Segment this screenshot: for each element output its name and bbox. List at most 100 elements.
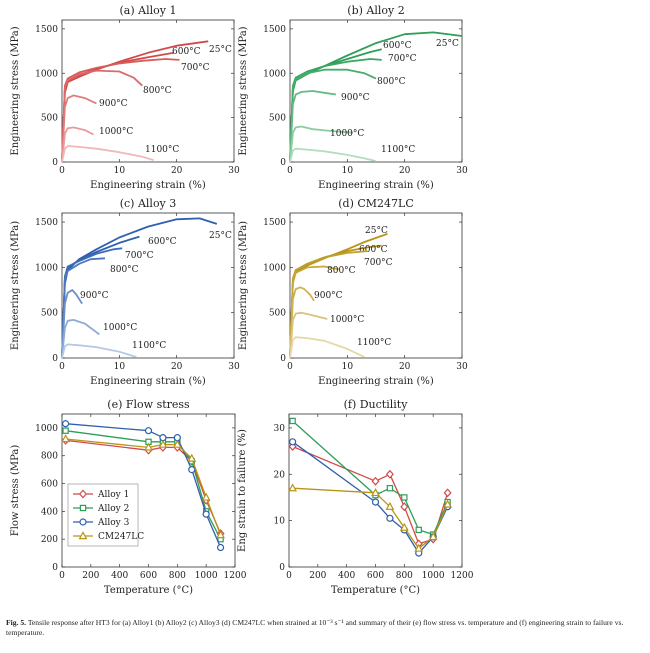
data-point bbox=[401, 494, 408, 501]
x-tick-label: 600 bbox=[367, 571, 384, 581]
data-point bbox=[159, 434, 167, 442]
x-tick-label: 30 bbox=[456, 166, 468, 176]
x-tick-label: 10 bbox=[114, 166, 126, 176]
series-label: 700°C bbox=[125, 251, 154, 261]
data-point bbox=[79, 518, 87, 526]
caption-text: Tensile response after HT3 for (a) Alloy… bbox=[6, 618, 624, 637]
y-tick-label: 1500 bbox=[263, 218, 286, 228]
x-axis-label: Engineering strain (%) bbox=[90, 180, 206, 191]
y-tick-label: 600 bbox=[41, 480, 58, 490]
data-point bbox=[202, 510, 210, 518]
data-point bbox=[385, 501, 395, 510]
data-point bbox=[158, 439, 168, 448]
series-label: 25°C bbox=[365, 226, 388, 236]
series-label: 800°C bbox=[143, 86, 172, 96]
series-line bbox=[61, 69, 143, 163]
x-tick-label: 0 bbox=[59, 571, 65, 581]
x-tick-label: 20 bbox=[171, 362, 183, 372]
x-tick-label: 20 bbox=[399, 362, 411, 372]
series-line bbox=[61, 126, 94, 163]
data-point bbox=[144, 427, 153, 435]
series-label: 700°C bbox=[388, 54, 417, 64]
y-tick-label: 500 bbox=[41, 114, 58, 124]
series-label: 600°C bbox=[148, 237, 177, 247]
series-line bbox=[292, 420, 449, 536]
series-line bbox=[289, 125, 354, 163]
y-tick-label: 400 bbox=[41, 507, 58, 517]
data-point bbox=[386, 514, 394, 522]
data-point bbox=[443, 488, 452, 498]
series-label: 1100°C bbox=[132, 341, 166, 351]
x-tick-label: 1000 bbox=[195, 571, 218, 581]
x-axis-label: Temperature (°C) bbox=[104, 585, 193, 596]
plot-frame bbox=[61, 212, 235, 359]
data-point bbox=[61, 434, 71, 443]
y-axis-label: Engineering stress (MPa) bbox=[10, 221, 21, 350]
series-line bbox=[61, 257, 106, 359]
x-tick-label: 1200 bbox=[451, 571, 474, 581]
data-point bbox=[78, 489, 88, 499]
series-label: 600°C bbox=[383, 41, 412, 51]
caption-label: Fig. 5. bbox=[6, 618, 27, 627]
series-label: 1100°C bbox=[145, 145, 179, 155]
data-point bbox=[289, 417, 296, 425]
x-tick-label: 800 bbox=[169, 571, 186, 581]
data-point bbox=[188, 466, 196, 474]
series-label: 1100°C bbox=[357, 338, 391, 348]
data-point bbox=[173, 434, 181, 442]
x-tick-label: 20 bbox=[171, 166, 183, 176]
series-label: 900°C bbox=[99, 99, 128, 109]
chart-title: (b) Alloy 2 bbox=[347, 4, 404, 17]
series-label: 800°C bbox=[110, 265, 139, 275]
x-tick-label: 1000 bbox=[422, 571, 445, 581]
y-axis-label: Engineering stress (MPa) bbox=[238, 221, 249, 350]
y-tick-label: 200 bbox=[41, 535, 58, 545]
y-tick-label: 500 bbox=[269, 309, 286, 319]
y-axis-label: Engineering stress (MPa) bbox=[10, 26, 21, 155]
x-tick-label: 1200 bbox=[224, 571, 247, 581]
series-label: 1000°C bbox=[99, 127, 133, 137]
x-tick-label: 200 bbox=[309, 571, 326, 581]
x-tick-label: 30 bbox=[456, 362, 468, 372]
y-tick-label: 1500 bbox=[263, 25, 286, 35]
x-tick-label: 10 bbox=[342, 362, 354, 372]
y-axis-label: Flow stress (MPa) bbox=[10, 445, 21, 537]
x-tick-label: 800 bbox=[396, 571, 413, 581]
y-tick-label: 500 bbox=[269, 114, 286, 124]
data-point bbox=[216, 543, 225, 552]
series-line bbox=[292, 445, 449, 545]
x-tick-label: 10 bbox=[342, 166, 354, 176]
x-axis-label: Engineering strain (%) bbox=[318, 376, 434, 387]
y-tick-label: 10 bbox=[274, 517, 286, 527]
chart-title: (d) CM247LC bbox=[338, 197, 414, 210]
series-label: 1100°C bbox=[381, 145, 415, 155]
series-line bbox=[292, 487, 449, 550]
y-tick-label: 500 bbox=[41, 309, 58, 319]
data-point bbox=[201, 492, 211, 501]
plot-frame bbox=[289, 212, 463, 359]
data-point bbox=[399, 522, 409, 531]
chart-panel-a: (a) Alloy 1 0 10 20 30 0 500 1000 1500 Engineerin… bbox=[10, 4, 240, 191]
legend-entry: Alloy 1 bbox=[97, 490, 129, 500]
series-label: 900°C bbox=[80, 291, 109, 301]
chart-title: (a) Alloy 1 bbox=[120, 4, 177, 17]
series-line bbox=[61, 145, 154, 163]
x-tick-label: 600 bbox=[140, 571, 157, 581]
y-tick-label: 1000 bbox=[35, 424, 58, 434]
x-tick-label: 10 bbox=[114, 362, 126, 372]
series-line bbox=[61, 289, 83, 359]
y-tick-label: 1000 bbox=[263, 263, 286, 273]
data-point bbox=[144, 442, 153, 451]
data-point bbox=[386, 484, 394, 492]
y-tick-label: 0 bbox=[52, 354, 58, 364]
series-line bbox=[61, 217, 218, 359]
series-label: 25°C bbox=[209, 231, 232, 241]
series-label: 900°C bbox=[314, 291, 343, 301]
x-tick-label: 0 bbox=[59, 362, 65, 372]
data-point bbox=[62, 427, 69, 434]
series-label: 900°C bbox=[341, 93, 370, 103]
chart-panel-d: (d) CM247LC 0 10 20 30 0 500 1000 1500 Engineerin… bbox=[238, 197, 468, 387]
y-tick-label: 1500 bbox=[35, 218, 58, 228]
plot-frame bbox=[289, 19, 463, 163]
